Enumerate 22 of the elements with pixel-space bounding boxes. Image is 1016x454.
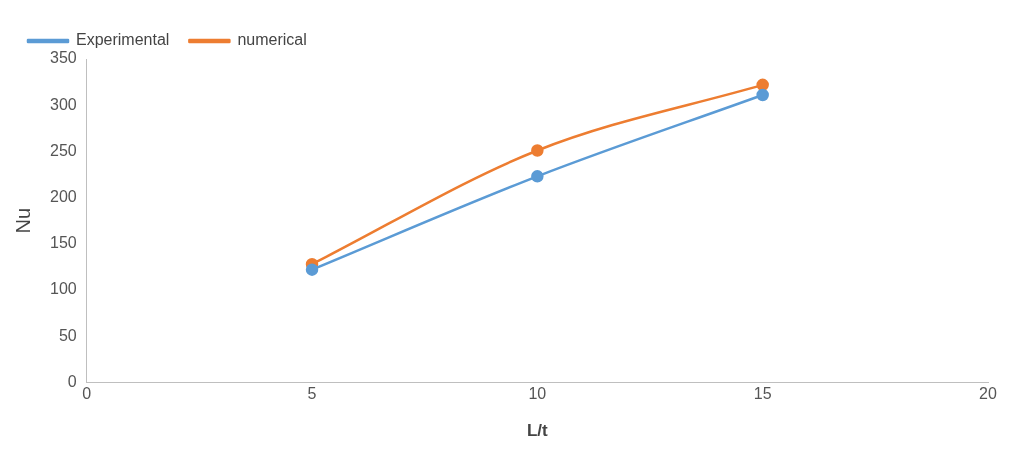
y-tick-label: 100	[49, 280, 77, 298]
point	[531, 144, 544, 157]
x-tick-label: 0	[82, 385, 92, 403]
point	[756, 88, 769, 102]
point	[531, 170, 544, 183]
x-tick-label: 20	[979, 385, 997, 403]
x-axis-title: L/t	[526, 421, 549, 441]
y-axis-title: Nu	[11, 207, 34, 234]
y-tick-label: 200	[49, 188, 77, 206]
y-tick-label: 150	[49, 234, 77, 252]
y-tick-label: 300	[49, 95, 77, 113]
legend-label: Experimental	[76, 31, 170, 49]
x-tick-label: 10	[528, 385, 547, 403]
x-tick-label: 5	[307, 385, 317, 403]
y-tick-label: 0	[67, 372, 77, 390]
y-tick-label: 50	[58, 326, 77, 344]
point	[305, 263, 319, 276]
y-tick-label: 350	[49, 49, 77, 67]
point	[756, 78, 769, 92]
x-tick-label: 15	[753, 385, 772, 403]
legend-label: numerical	[237, 31, 307, 49]
y-tick-label: 250	[49, 141, 77, 159]
